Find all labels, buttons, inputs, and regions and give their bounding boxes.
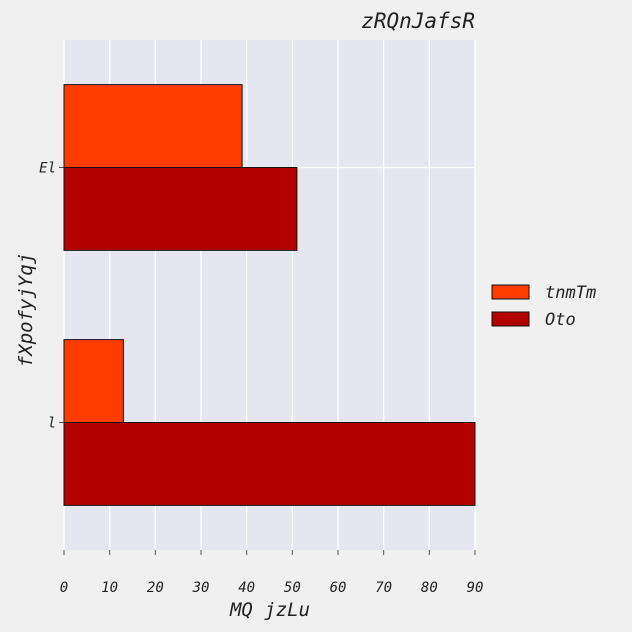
legend-label: Oto [545, 310, 576, 330]
x-tick-label: 90 [467, 580, 484, 596]
y-tick-label: l [48, 416, 56, 432]
chart-title: zRQnJafsR [361, 9, 475, 33]
legend-swatch [491, 284, 530, 300]
x-tick-label: 60 [330, 580, 347, 596]
x-axis-label: MQ jzLu [229, 599, 310, 621]
x-tick-label: 20 [147, 580, 164, 596]
legend-swatch [491, 311, 530, 327]
bar-Oto-l [63, 422, 476, 506]
bars [63, 84, 476, 506]
y-axis-label: fXpofyjYqj [15, 253, 37, 367]
x-tick-label: 30 [192, 580, 210, 596]
bar-tnmTm-El [63, 84, 243, 168]
x-tick-label: 70 [375, 580, 392, 596]
bar-tnmTm-l [63, 339, 124, 423]
x-tick-label: 50 [284, 580, 301, 596]
x-tick-label: 10 [101, 580, 118, 596]
legend: tnmTm Oto [491, 283, 596, 330]
bar-Oto-El [63, 167, 298, 251]
x-tick-label: 0 [60, 580, 68, 596]
y-tick-labels: El l [39, 161, 56, 432]
x-tick-label: 80 [421, 580, 438, 596]
y-tick-label: El [39, 161, 56, 177]
legend-label: tnmTm [545, 283, 596, 303]
x-tick-labels: 0 10 20 30 40 50 60 70 80 90 [60, 580, 484, 596]
x-tick-label: 40 [238, 580, 255, 596]
